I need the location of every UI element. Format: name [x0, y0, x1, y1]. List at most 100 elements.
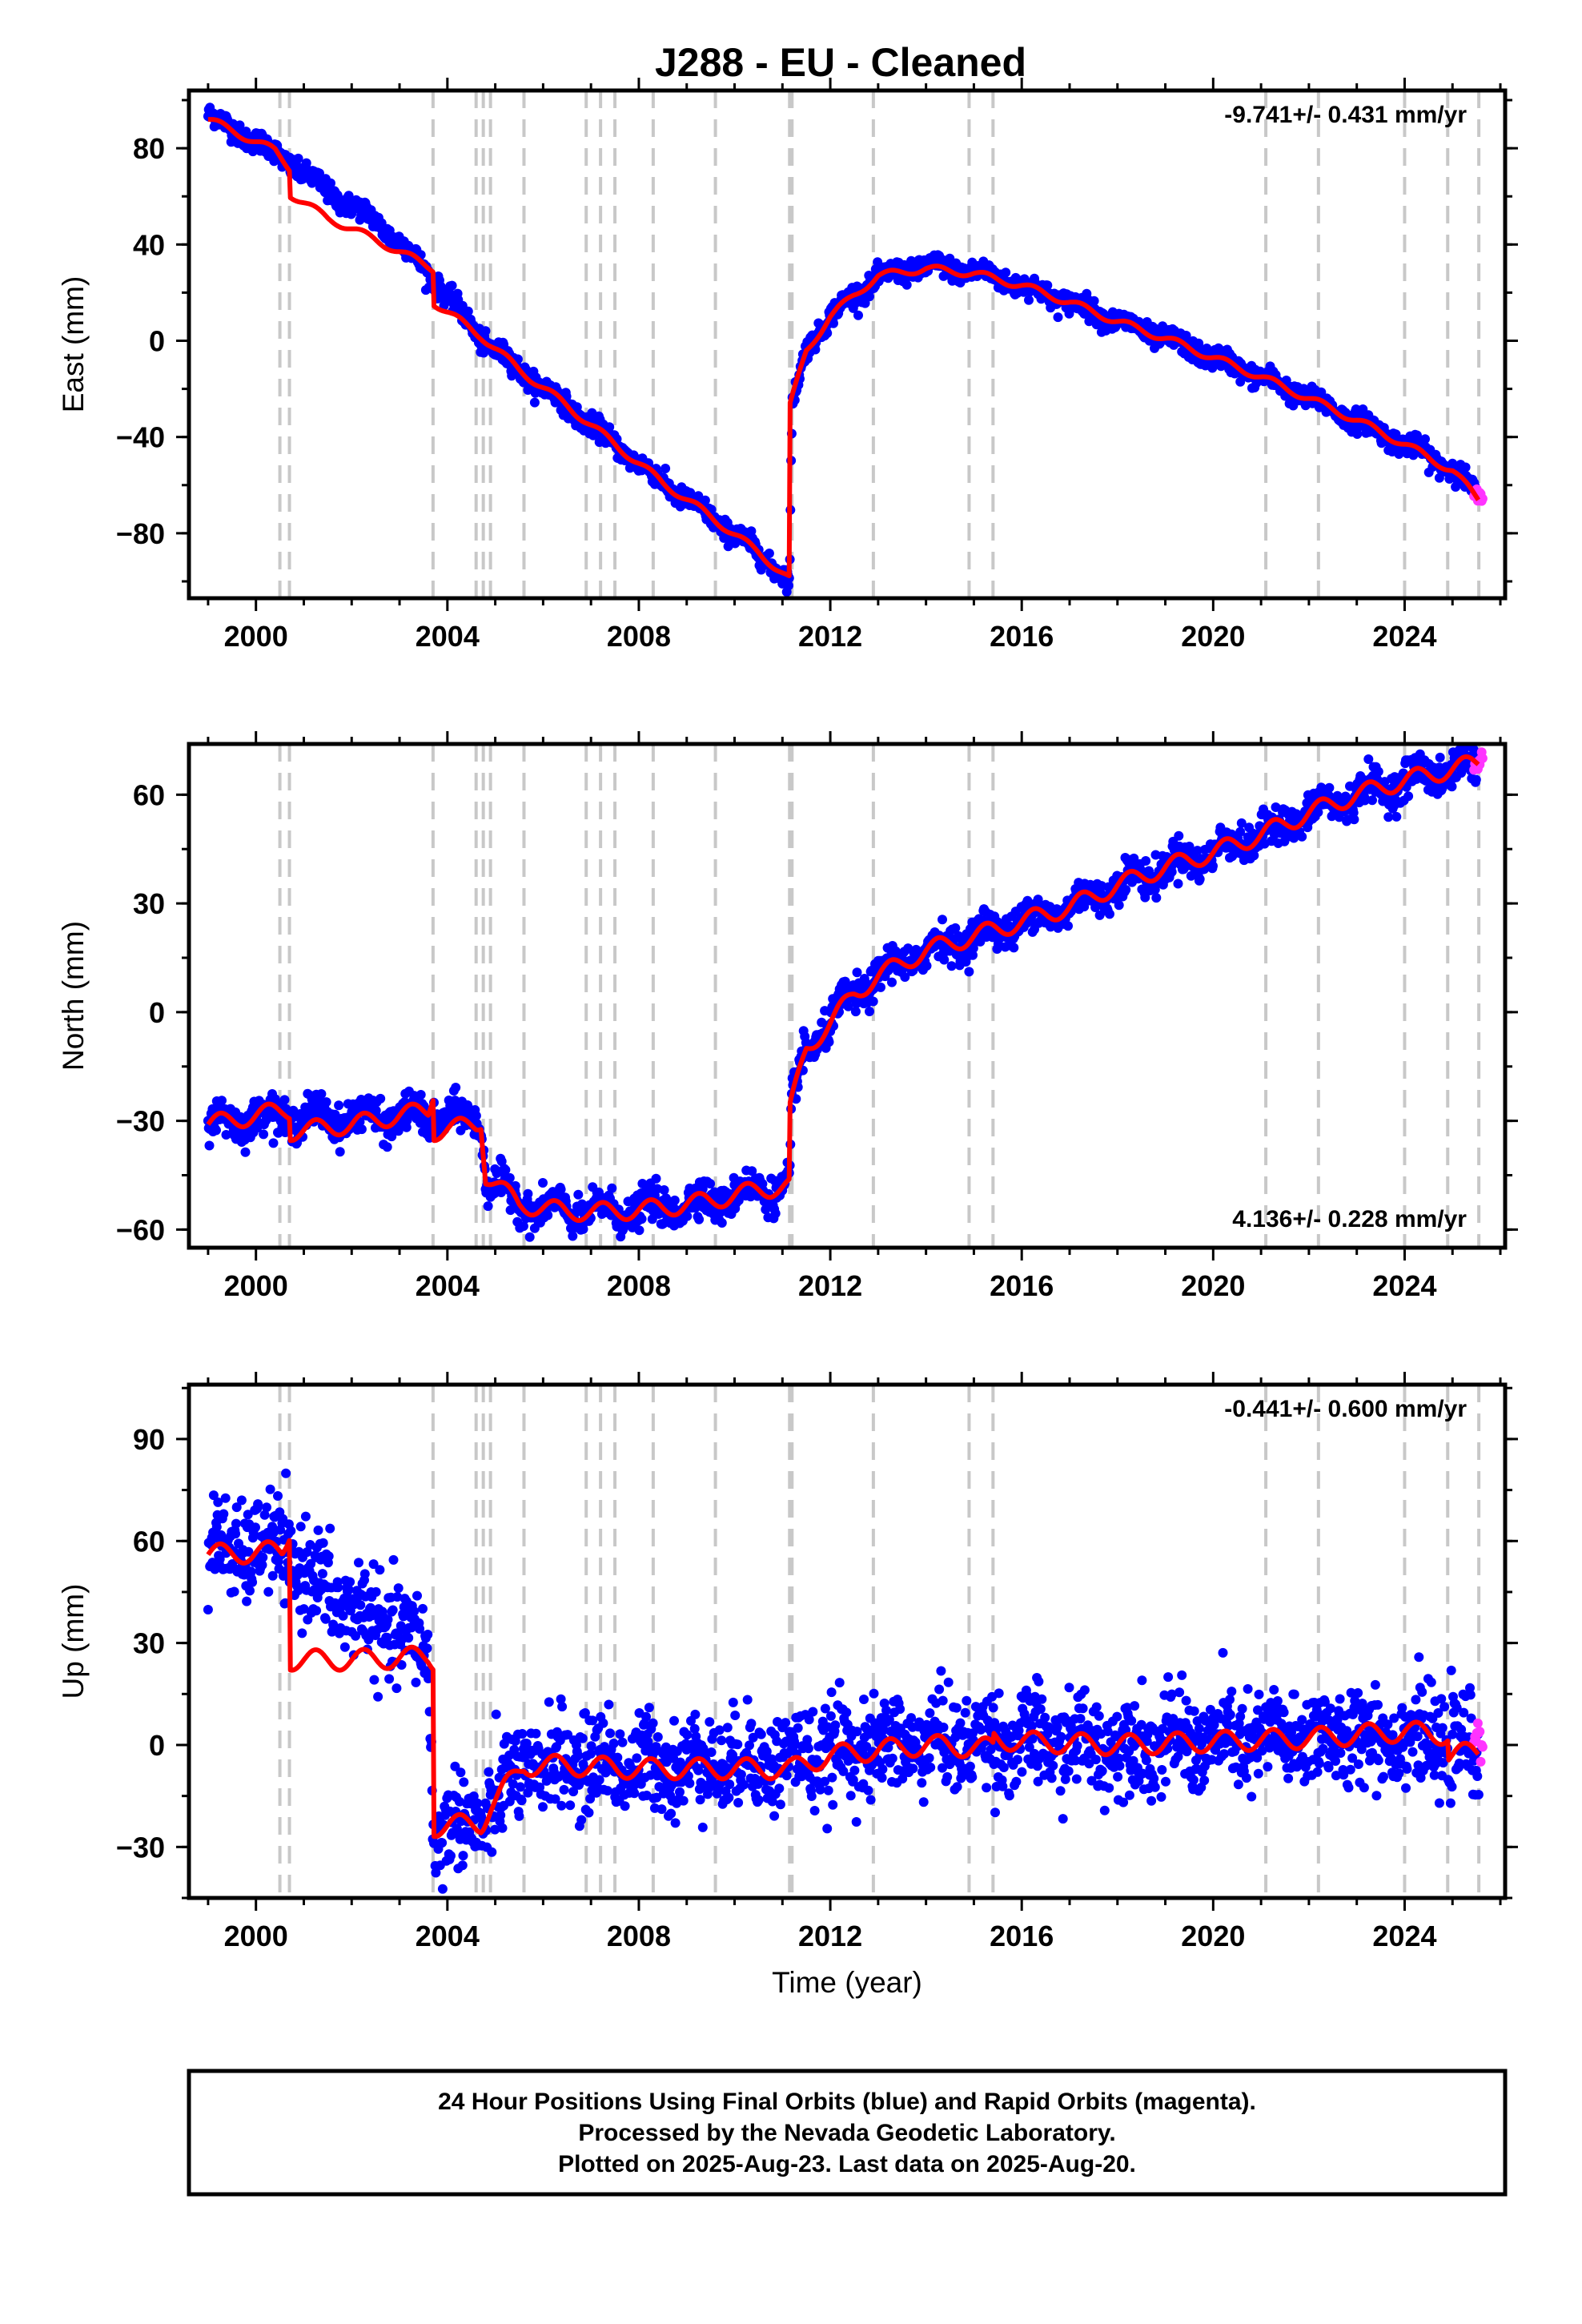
data-point [393, 1583, 404, 1594]
data-point [253, 1499, 263, 1510]
data-point [375, 1565, 385, 1575]
data-point [418, 1603, 428, 1614]
data-point [242, 1596, 252, 1606]
y-tick-label: −30 [116, 1105, 165, 1138]
data-point [321, 1097, 331, 1108]
data-point [682, 1211, 693, 1221]
data-point [463, 306, 473, 316]
data-point [251, 1522, 260, 1533]
data-point [516, 1782, 525, 1792]
y-tick-label: −80 [116, 517, 165, 550]
data-point [412, 1590, 422, 1601]
data-point [557, 1702, 568, 1712]
data-point [211, 1125, 221, 1136]
data-point [300, 1511, 311, 1522]
data-point [1063, 921, 1073, 931]
data-point [211, 1522, 222, 1532]
east-panel: 2000 2004 2008 2012 2016 2020 2024−80−4004080E… [57, 78, 1518, 653]
data-point [263, 1586, 274, 1597]
data-point [369, 1675, 379, 1685]
data-point [1151, 893, 1162, 903]
data-point [694, 1214, 705, 1224]
data-point [345, 1577, 355, 1587]
data-point [1174, 830, 1184, 841]
data-point [343, 191, 354, 201]
data-point [339, 1642, 350, 1652]
data-point [301, 158, 311, 168]
data-point [543, 1210, 553, 1220]
data-point [514, 1811, 524, 1821]
data-point [887, 977, 897, 987]
data-point [523, 1188, 533, 1199]
data-point [607, 1183, 617, 1193]
data-point [669, 1195, 680, 1205]
data-point [1391, 811, 1402, 822]
data-point [1460, 462, 1471, 472]
data-point [1477, 753, 1488, 763]
data-point [824, 1037, 834, 1047]
data-point [295, 1522, 306, 1532]
data-point [556, 1800, 567, 1811]
data-point [219, 1509, 229, 1519]
data-series [203, 103, 1488, 597]
plot-area [189, 90, 1505, 598]
data-point [317, 1569, 327, 1579]
data-point [240, 1147, 251, 1157]
data-point [484, 1767, 494, 1777]
data-point [203, 1605, 213, 1614]
data-point [1009, 943, 1019, 953]
data-point [1001, 267, 1011, 278]
data-point [651, 1173, 661, 1184]
x-tick-label: 2020 [1181, 1269, 1245, 1302]
data-point [1089, 296, 1099, 306]
data-point [359, 1569, 370, 1579]
data-point [388, 1554, 399, 1565]
data-point [384, 1674, 395, 1684]
data-point [293, 153, 303, 163]
x-tick-label: 2016 [990, 620, 1054, 653]
data-point [659, 1185, 669, 1195]
data-point [577, 1733, 588, 1743]
data-point [231, 1529, 241, 1539]
data-point [865, 1007, 874, 1016]
data-point [1173, 879, 1183, 889]
x-tick-label: 2004 [416, 620, 480, 653]
data-point [491, 1709, 501, 1719]
x-tick-label: 2012 [798, 620, 862, 653]
x-tick-label: 2012 [798, 1269, 862, 1302]
data-point [279, 1095, 290, 1105]
data-point [524, 1232, 535, 1242]
data-point [559, 1784, 569, 1795]
data-point [1114, 900, 1124, 911]
data-point [604, 422, 615, 432]
data-point [636, 1214, 647, 1224]
data-point [517, 1729, 528, 1739]
data-point [457, 1860, 468, 1871]
data-point [1435, 752, 1445, 762]
y-tick-label: 30 [133, 887, 165, 920]
data-point [231, 1518, 241, 1529]
data-point [531, 1728, 541, 1739]
y-axis-label: East (mm) [57, 276, 90, 413]
data-point [247, 1577, 258, 1587]
velocity-label: -9.741+/- 0.431 mm/yr [1224, 102, 1467, 128]
x-tick-label: 2008 [607, 620, 671, 653]
data-point [416, 1090, 426, 1100]
data-point [356, 1124, 367, 1135]
data-point [1121, 885, 1131, 895]
data-point [354, 1558, 363, 1568]
data-point [446, 1851, 456, 1861]
north-panel: 2000 2004 2008 2012 2016 2020 2024−60−3003060N… [57, 731, 1518, 1302]
data-point [286, 1526, 296, 1536]
data-point [323, 1551, 334, 1562]
data-point [217, 1096, 227, 1106]
data-point [487, 1847, 497, 1857]
data-point [451, 1083, 461, 1092]
x-tick-label: 2020 [1181, 620, 1245, 653]
data-point [573, 1189, 584, 1200]
data-point [371, 1586, 381, 1597]
y-tick-label: 40 [133, 228, 165, 261]
up-panel: 2000 2004 2008 2012 2016 2020 2024−300306090Up… [57, 1372, 1518, 1999]
data-point [852, 967, 862, 978]
